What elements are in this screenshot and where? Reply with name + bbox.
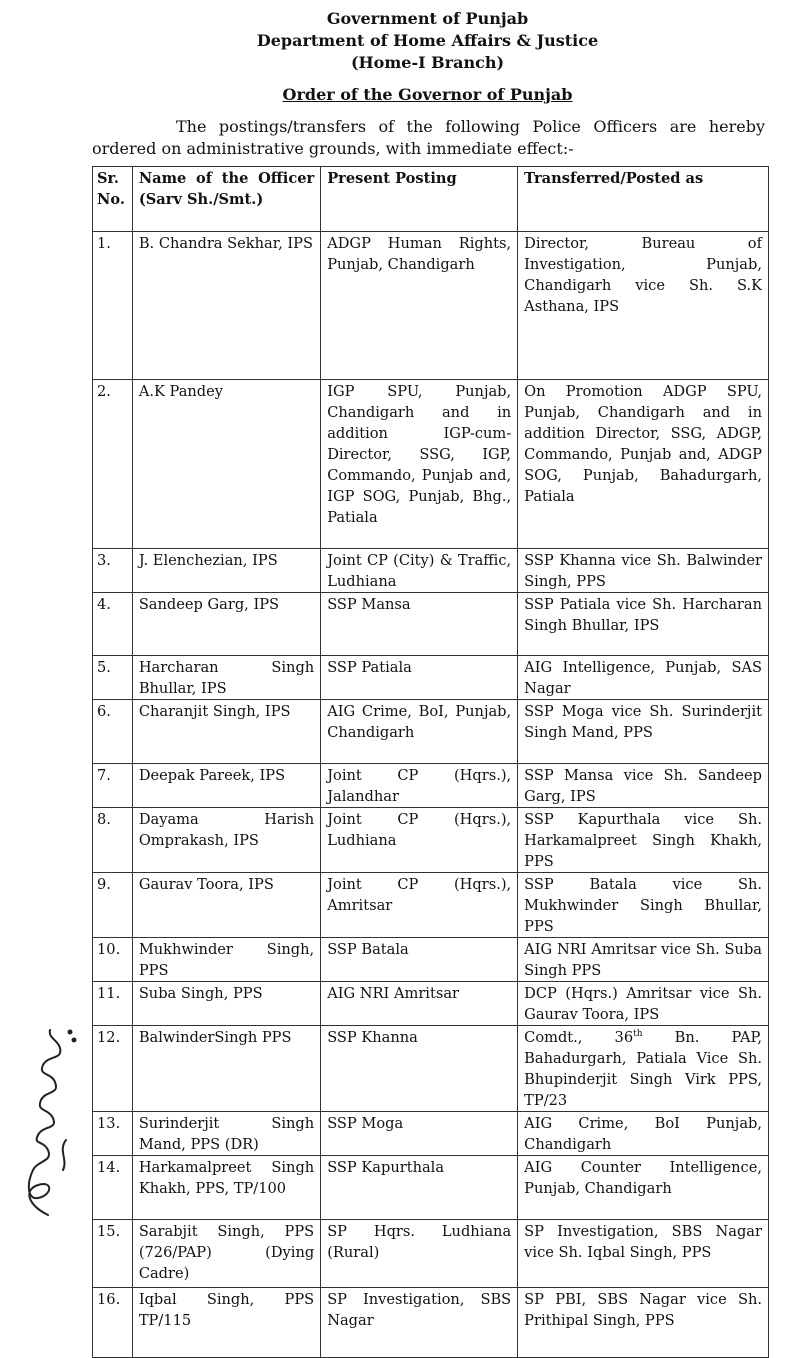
present-posting-cell: SP Investigation, SBS Nagar — [320, 1287, 519, 1358]
transferred-posted-cell: SP Investigation, SBS Nagar vice Sh. Iqb… — [517, 1219, 769, 1288]
transferred-posted-cell: SSP Mansa vice Sh. Sandeep Garg, IPS — [517, 763, 769, 808]
transferred-posted-cell: SSP Patiala vice Sh. Harcharan Singh Bhu… — [517, 592, 769, 656]
present-posting-cell: SP Hqrs. Ludhiana (Rural) — [320, 1219, 519, 1288]
present-posting-cell: IGP SPU, Punjab, Chandigarh and in addit… — [320, 379, 519, 549]
signature — [27, 1029, 77, 1216]
present-posting-cell: SSP Patiala — [320, 655, 519, 700]
officer-name-cell: Iqbal Singh, PPS TP/115 — [131, 1287, 322, 1358]
table-row: 15. Sarabjit Singh, PPS (726/PAP) (Dying … — [92, 1219, 769, 1288]
transferred-posted-cell: SSP Batala vice Sh. Mukhwinder Singh Bhu… — [517, 872, 769, 938]
present-posting-cell: Joint CP (City) & Traffic, Ludhiana — [320, 548, 519, 593]
transferred-posted-cell: SSP Moga vice Sh. Surinderjit Singh Mand… — [517, 699, 769, 764]
transferred-posted-cell: AIG NRI Amritsar vice Sh. Suba Singh PPS — [517, 937, 769, 982]
serial-number-cell: 4. — [92, 592, 133, 656]
transferred-posted-cell: Director, Bureau of Investigation, Punja… — [517, 231, 769, 380]
transferred-text-part: Comdt., 36 — [524, 1029, 634, 1046]
department-heading: Department of Home Affairs & Justice — [256, 31, 599, 50]
transferred-posted-cell: Comdt., 36th Bn. PAP, Bahadurgarh, Patia… — [517, 1025, 769, 1112]
table-row: 8. Dayama Harish Omprakash, IPS Joint CP (… — [92, 807, 769, 873]
table-row: 13. Surinderjit Singh Mand, PPS (DR) SSP M… — [92, 1111, 769, 1156]
table-row: 3. J. Elenchezian, IPS Joint CP (City) & T… — [92, 548, 769, 593]
table-header-row: Sr. No. Name of the Officer (Sarv Sh./Sm… — [92, 166, 769, 232]
serial-number-cell: 13. — [92, 1111, 133, 1156]
serial-number-cell: 12. — [92, 1025, 133, 1112]
present-posting-cell: Joint CP (Hqrs.), Ludhiana — [320, 807, 519, 873]
serial-number-cell: 2. — [92, 379, 133, 549]
serial-number-cell: 1. — [92, 231, 133, 380]
transferred-text-part: th — [633, 1029, 643, 1040]
serial-number-cell: 8. — [92, 807, 133, 873]
officer-name-cell: BalwinderSingh PPS — [131, 1025, 322, 1112]
present-posting-cell: SSP Mansa — [320, 592, 519, 656]
officer-name-cell: Dayama Harish Omprakash, IPS — [131, 807, 322, 873]
transferred-posted-cell: AIG Counter Intelligence, Punjab, Chandi… — [517, 1155, 769, 1220]
transferred-posted-cell: SSP Kapurthala vice Sh. Harkamalpreet Si… — [517, 807, 769, 873]
intro-paragraph: The postings/transfers of the following … — [92, 117, 765, 158]
table-row: 16. Iqbal Singh, PPS TP/115 SP Investigati… — [92, 1287, 769, 1358]
officer-name-cell: Sandeep Garg, IPS — [131, 592, 322, 656]
serial-number-cell: 9. — [92, 872, 133, 938]
table-row: 1. B. Chandra Sekhar, IPS ADGP Human Right… — [92, 231, 769, 380]
officer-name-cell: Suba Singh, PPS — [131, 981, 322, 1026]
transferred-posted-cell: SP PBI, SBS Nagar vice Sh. Prithipal Sin… — [517, 1287, 769, 1358]
present-posting-cell: SSP Batala — [320, 937, 519, 982]
serial-number-cell: 7. — [92, 763, 133, 808]
officer-name-cell: Harcharan Singh Bhullar, IPS — [131, 655, 322, 700]
transfers-table: Sr. No. Name of the Officer (Sarv Sh./Sm… — [92, 166, 769, 1358]
branch-heading: (Home-I Branch) — [350, 53, 505, 72]
present-posting-cell: ADGP Human Rights, Punjab, Chandigarh — [320, 231, 519, 380]
serial-number-cell: 15. — [92, 1219, 133, 1288]
column-header-transferred: Transferred/Posted as — [517, 166, 769, 232]
table-row: 9. Gaurav Toora, IPS Joint CP (Hqrs.), Amr… — [92, 872, 769, 938]
transferred-posted-cell: SSP Khanna vice Sh. Balwinder Singh, PPS — [517, 548, 769, 593]
table-row: 5. Harcharan Singh Bhullar, IPS SSP Patial… — [92, 655, 769, 700]
table-row: 4. Sandeep Garg, IPS SSP Mansa SSP Patiala … — [92, 592, 769, 656]
officer-name-cell: Harkamalpreet Singh Khakh, PPS, TP/100 — [131, 1155, 322, 1220]
table-row: 10. Mukhwinder Singh, PPS SSP Batala AIG NR… — [92, 937, 769, 982]
officer-name-cell: B. Chandra Sekhar, IPS — [131, 231, 322, 380]
present-posting-cell: Joint CP (Hqrs.), Jalandhar — [320, 763, 519, 808]
column-header-name: Name of the Officer (Sarv Sh./Smt.) — [131, 166, 322, 232]
officer-name-cell: Sarabjit Singh, PPS (726/PAP) (Dying Cad… — [131, 1219, 322, 1288]
serial-number-cell: 3. — [92, 548, 133, 593]
transferred-text-part: Bn. PAP, Bahadurgarh, Patiala Vice Sh. B… — [524, 1029, 762, 1109]
serial-number-cell: 14. — [92, 1155, 133, 1220]
column-header-present-posting: Present Posting — [320, 166, 519, 232]
table-row: 11. Suba Singh, PPS AIG NRI Amritsar DCP (H… — [92, 981, 769, 1026]
transferred-posted-cell: AIG Crime, BoI Punjab, Chandigarh — [517, 1111, 769, 1156]
table-row: 14. Harkamalpreet Singh Khakh, PPS, TP/10… — [92, 1155, 769, 1220]
serial-number-cell: 11. — [92, 981, 133, 1026]
present-posting-cell: SSP Kapurthala — [320, 1155, 519, 1220]
table-row: 12. BalwinderSingh PPS SSP Khanna Comdt., 3… — [92, 1025, 769, 1112]
column-header-sr-no: Sr. No. — [92, 166, 133, 232]
table-row: 7. Deepak Pareek, IPS Joint CP (Hqrs.), Ja… — [92, 763, 769, 808]
serial-number-cell: 5. — [92, 655, 133, 700]
present-posting-cell: Joint CP (Hqrs.), Amritsar — [320, 872, 519, 938]
officer-name-cell: Surinderjit Singh Mand, PPS (DR) — [131, 1111, 322, 1156]
transferred-posted-cell: On Promotion ADGP SPU, Punjab, Chandigar… — [517, 379, 769, 549]
transferred-posted-cell: AIG Intelligence, Punjab, SAS Nagar — [517, 655, 769, 700]
serial-number-cell: 16. — [92, 1287, 133, 1358]
officer-name-cell: J. Elenchezian, IPS — [131, 548, 322, 593]
officer-name-cell: Deepak Pareek, IPS — [131, 763, 322, 808]
present-posting-cell: AIG Crime, BoI, Punjab, Chandigarh — [320, 699, 519, 764]
order-title: Order of the Governor of Punjab — [282, 85, 573, 104]
present-posting-cell: SSP Khanna — [320, 1025, 519, 1112]
government-heading: Government of Punjab — [326, 9, 529, 28]
table-row: 2. A.K Pandey IGP SPU, Punjab, Chandigarh … — [92, 379, 769, 549]
officer-name-cell: A.K Pandey — [131, 379, 322, 549]
transferred-posted-cell: DCP (Hqrs.) Amritsar vice Sh. Gaurav Too… — [517, 981, 769, 1026]
officer-name-cell: Mukhwinder Singh, PPS — [131, 937, 322, 982]
serial-number-cell: 10. — [92, 937, 133, 982]
officer-name-cell: Gaurav Toora, IPS — [131, 872, 322, 938]
serial-number-cell: 6. — [92, 699, 133, 764]
present-posting-cell: SSP Moga — [320, 1111, 519, 1156]
officer-name-cell: Charanjit Singh, IPS — [131, 699, 322, 764]
present-posting-cell: AIG NRI Amritsar — [320, 981, 519, 1026]
table-row: 6. Charanjit Singh, IPS AIG Crime, BoI, Pu… — [92, 699, 769, 764]
